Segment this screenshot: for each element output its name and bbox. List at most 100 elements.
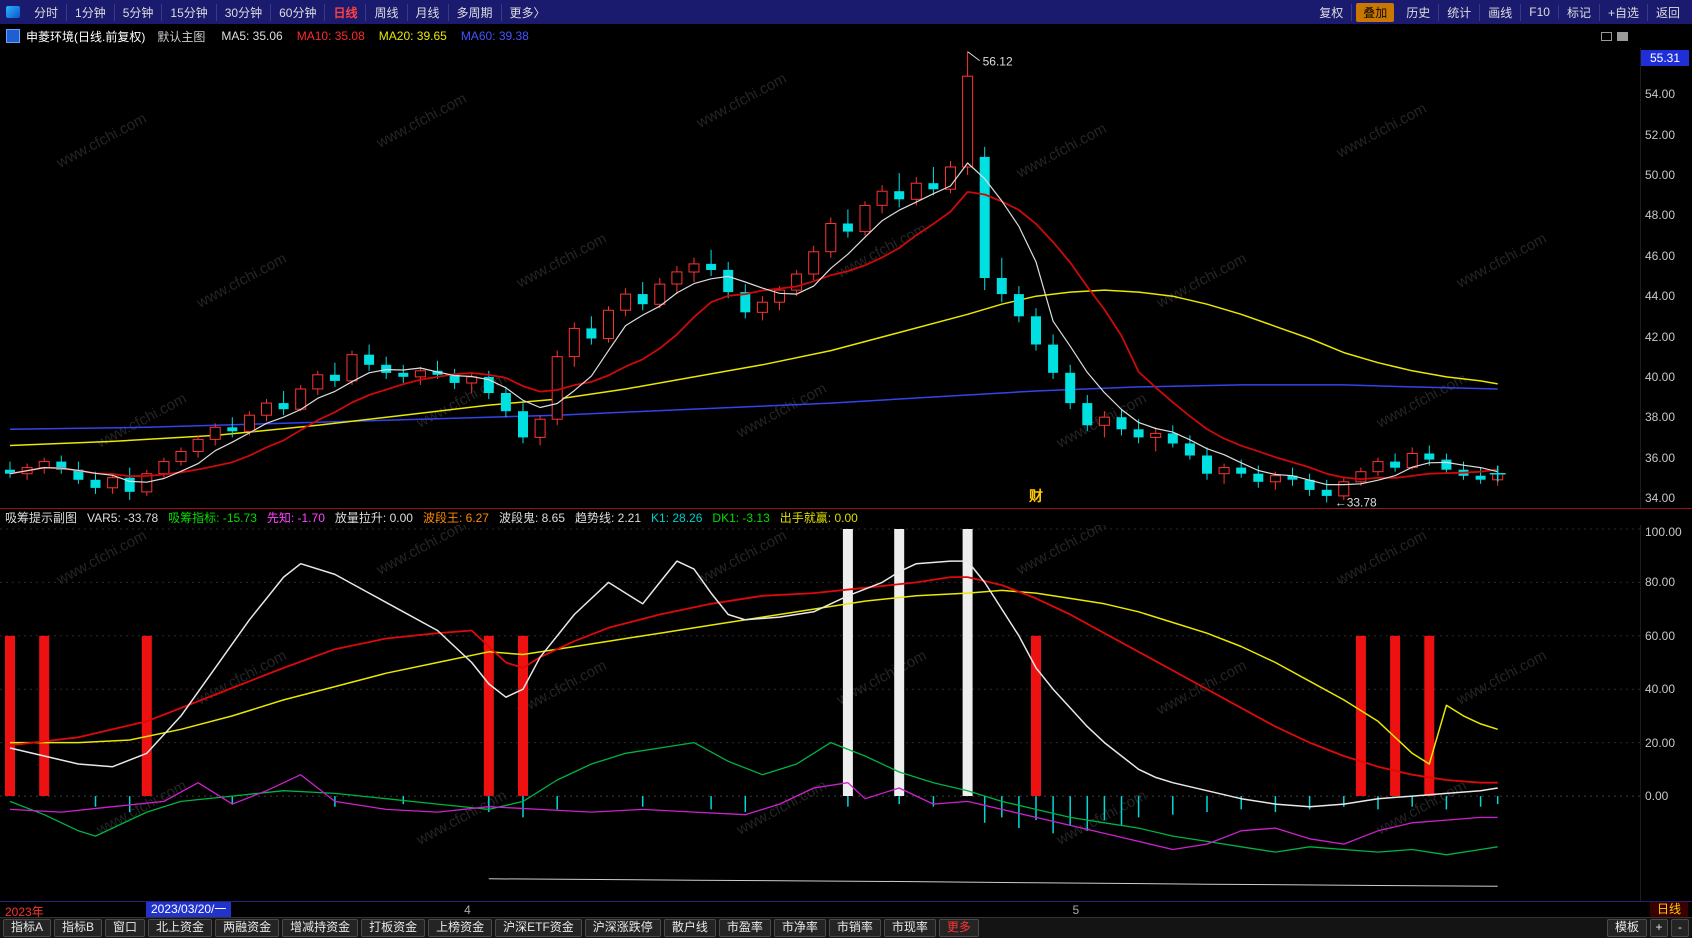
timeline-bar: 2023年 2023/03/20/一 4 5 日线 bbox=[0, 901, 1692, 919]
status-item-北上资金[interactable]: 北上资金 bbox=[148, 919, 213, 937]
svg-text:www.cfchi.com: www.cfchi.com bbox=[693, 70, 789, 132]
period-item-月线[interactable]: 月线 bbox=[408, 3, 449, 21]
indicator-field-2: 先知: -1.70 bbox=[266, 510, 325, 525]
svg-text:www.cfchi.com: www.cfchi.com bbox=[373, 90, 469, 152]
status-item-更多[interactable]: 更多 bbox=[938, 919, 979, 937]
status-item-散户线[interactable]: 散户线 bbox=[663, 919, 716, 937]
period-item-1分钟[interactable]: 1分钟 bbox=[67, 3, 115, 21]
svg-text:www.cfchi.com: www.cfchi.com bbox=[1453, 647, 1549, 709]
indicator-header: 吸筹提示副图 VAR5: -33.78 吸筹指标: -15.73 先知: -1.70… bbox=[0, 508, 1692, 525]
period-tabs: 分时 1分钟 5分钟 15分钟 30分钟 60分钟 日线 周线 月线 多周期 更多〉 bbox=[26, 3, 554, 21]
svg-text:www.cfchi.com: www.cfchi.com bbox=[53, 110, 149, 172]
status-items: 指标A 指标B 窗口 北上资金 两融资金 增减持资金 打板资金 上榜资金 沪深ETF资金 沪深涨跌… bbox=[3, 919, 979, 937]
period-item-15分钟[interactable]: 15分钟 bbox=[162, 3, 217, 21]
last-price-badge: 55.31 bbox=[1641, 50, 1689, 66]
svg-text:www.cfchi.com: www.cfchi.com bbox=[733, 380, 829, 442]
tool-item-标记[interactable]: 标记 bbox=[1559, 3, 1600, 21]
axis-divider bbox=[1640, 48, 1641, 917]
indicator-tick-60.00: 60.00 bbox=[1645, 628, 1676, 643]
timeline-period: 日线 bbox=[1649, 902, 1688, 917]
status-item-市销率[interactable]: 市销率 bbox=[828, 919, 881, 937]
tool-item-F10[interactable]: F10 bbox=[1521, 5, 1559, 19]
svg-text:www.cfchi.com: www.cfchi.com bbox=[1153, 657, 1249, 719]
indicator-tick-40.00: 40.00 bbox=[1645, 682, 1676, 697]
chart-tools: 复权 叠加 历史 统计 画线 F10 标记 +自选 返回 bbox=[1311, 2, 1688, 22]
indicator-axis: 100.00 80.00 60.00 40.00 20.00 0.00 bbox=[1640, 525, 1692, 901]
indicator-values: VAR5: -33.78 吸筹指标: -15.73 先知: -1.70 放量拉升: 0… bbox=[87, 509, 868, 525]
svg-text:www.cfchi.com: www.cfchi.com bbox=[513, 230, 609, 292]
maximize-icon[interactable] bbox=[1601, 31, 1612, 41]
price-tick-42.00: 42.00 bbox=[1645, 329, 1676, 344]
svg-text:←33.78: ←33.78 bbox=[1335, 495, 1377, 508]
tool-item-统计[interactable]: 统计 bbox=[1439, 3, 1481, 21]
period-item-更多〉[interactable]: 更多〉 bbox=[509, 5, 546, 20]
indicator-title: 吸筹提示副图 bbox=[5, 510, 78, 525]
ma-values: MA5: 35.06 MA10: 35.08 MA20: 39.65 MA60: 39… bbox=[221, 29, 543, 43]
svg-text:www.cfchi.com: www.cfchi.com bbox=[1453, 230, 1549, 292]
indicator-field-7: K1: 28.26 bbox=[651, 510, 703, 525]
indicator-field-0: VAR5: -33.78 bbox=[87, 510, 159, 525]
symbol-title: 申菱环境(日线.前复权) bbox=[26, 29, 146, 44]
tool-item-复权[interactable]: 复权 bbox=[1311, 3, 1353, 21]
layout-selector[interactable]: 默认主图 bbox=[157, 29, 206, 44]
price-tick-44.00: 44.00 bbox=[1645, 289, 1676, 304]
tool-item-画线[interactable]: 画线 bbox=[1480, 3, 1522, 21]
svg-text:www.cfchi.com: www.cfchi.com bbox=[373, 525, 469, 579]
main-candlestick-chart[interactable]: www.cfchi.com www.cfchi.com www.cfchi.com w… bbox=[0, 48, 1640, 508]
period-item-60分钟[interactable]: 60分钟 bbox=[271, 3, 326, 21]
period-item-30分钟[interactable]: 30分钟 bbox=[217, 3, 272, 21]
svg-text:www.cfchi.com: www.cfchi.com bbox=[93, 390, 189, 452]
svg-text:www.cfchi.com: www.cfchi.com bbox=[693, 527, 789, 589]
status-item-窗口[interactable]: 窗口 bbox=[105, 919, 146, 937]
timeline-mark-5: 5 bbox=[1072, 903, 1080, 917]
status-item-市盈率[interactable]: 市盈率 bbox=[718, 919, 771, 937]
price-tick-38.00: 38.00 bbox=[1645, 410, 1676, 425]
svg-text:www.cfchi.com: www.cfchi.com bbox=[733, 777, 829, 839]
period-item-5分钟[interactable]: 5分钟 bbox=[115, 3, 163, 21]
status-item-沪深ETF资金[interactable]: 沪深ETF资金 bbox=[495, 919, 582, 937]
period-item-分时[interactable]: 分时 bbox=[26, 3, 68, 21]
svg-text:财: 财 bbox=[1028, 488, 1043, 504]
app-icon bbox=[6, 6, 20, 18]
svg-text:www.cfchi.com: www.cfchi.com bbox=[1373, 370, 1469, 432]
indicator-tick-100.00: 100.00 bbox=[1645, 525, 1682, 539]
period-item-日线[interactable]: 日线 bbox=[325, 3, 367, 21]
svg-text:www.cfchi.com: www.cfchi.com bbox=[1373, 777, 1469, 839]
status-item-+[interactable]: + bbox=[1650, 919, 1668, 937]
status-item-上榜资金[interactable]: 上榜资金 bbox=[428, 919, 493, 937]
status-item-市现率[interactable]: 市现率 bbox=[883, 919, 936, 937]
tool-item-+自选[interactable]: +自选 bbox=[1600, 3, 1648, 21]
tool-item-返回[interactable]: 返回 bbox=[1655, 5, 1680, 20]
template-controls: 模板 + - bbox=[1606, 919, 1689, 937]
status-item-指标B[interactable]: 指标B bbox=[54, 919, 103, 937]
split-window-icon[interactable] bbox=[1617, 31, 1628, 41]
indicator-field-8: DK1: -3.13 bbox=[712, 510, 770, 525]
indicator-tick-0.00: 0.00 bbox=[1645, 789, 1669, 804]
period-item-周线[interactable]: 周线 bbox=[366, 3, 408, 21]
ma-label-3: MA60: 39.38 bbox=[460, 29, 529, 43]
indicator-field-9: 出手就赢: 0.00 bbox=[779, 510, 858, 525]
timeline-mark-4: 4 bbox=[464, 903, 471, 917]
tool-item-历史[interactable]: 历史 bbox=[1398, 3, 1440, 21]
status-item-两融资金[interactable]: 两融资金 bbox=[215, 919, 280, 937]
status-item-沪深涨跌停[interactable]: 沪深涨跌停 bbox=[584, 919, 661, 937]
indicator-tick-20.00: 20.00 bbox=[1645, 735, 1676, 750]
price-tick-46.00: 46.00 bbox=[1645, 248, 1676, 263]
svg-text:www.cfchi.com: www.cfchi.com bbox=[1333, 527, 1429, 589]
svg-text:www.cfchi.com: www.cfchi.com bbox=[1333, 100, 1429, 162]
status-item-增减持资金[interactable]: 增减持资金 bbox=[282, 919, 359, 937]
status-item-打板资金[interactable]: 打板资金 bbox=[361, 919, 426, 937]
indicator-field-5: 波段鬼: 8.65 bbox=[498, 510, 565, 525]
indicator-tick-80.00: 80.00 bbox=[1645, 575, 1676, 590]
svg-text:www.cfchi.com: www.cfchi.com bbox=[1013, 120, 1109, 182]
status-item--[interactable]: - bbox=[1671, 919, 1689, 937]
indicator-chart[interactable]: www.cfchi.com www.cfchi.com www.cfchi.com w… bbox=[0, 525, 1640, 901]
svg-text:www.cfchi.com: www.cfchi.com bbox=[93, 777, 189, 839]
status-item-指标A[interactable]: 指标A bbox=[3, 919, 52, 937]
period-item-多周期[interactable]: 多周期 bbox=[449, 3, 502, 21]
status-item-模板[interactable]: 模板 bbox=[1606, 919, 1647, 937]
ma-label-0: MA5: 35.06 bbox=[221, 29, 283, 43]
status-item-市净率[interactable]: 市净率 bbox=[773, 919, 826, 937]
tool-item-叠加[interactable]: 叠加 bbox=[1356, 2, 1395, 22]
ma-label-2: MA20: 39.65 bbox=[378, 29, 447, 43]
